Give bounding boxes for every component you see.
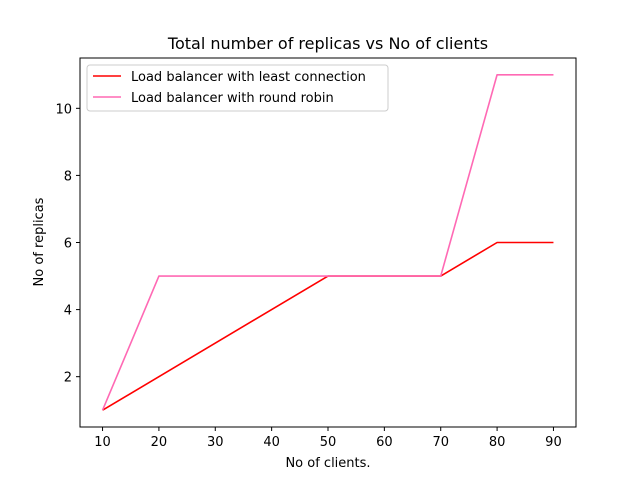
y-axis-ticks: 2 4 6 8 10 xyxy=(55,102,80,386)
x-tick-label: 40 xyxy=(263,435,280,450)
y-axis-label: No of replicas xyxy=(32,197,47,286)
series-line-round-robin xyxy=(101,73,554,411)
x-tick-label: 50 xyxy=(320,435,337,450)
x-tick-label: 80 xyxy=(489,435,506,450)
x-tick-label: 30 xyxy=(207,435,224,450)
chart-title: Total number of replicas vs No of client… xyxy=(167,34,488,53)
y-tick-label: 6 xyxy=(64,237,72,252)
x-tick-label: 20 xyxy=(151,435,168,450)
y-tick-label: 10 xyxy=(55,102,72,117)
plot-area xyxy=(80,58,576,427)
legend-box xyxy=(86,64,389,112)
y-tick-label: 8 xyxy=(64,169,72,184)
y-tick-label: 2 xyxy=(64,371,72,386)
x-tick-label: 60 xyxy=(376,435,393,450)
x-tick-label: 90 xyxy=(545,435,562,450)
x-tick-label: 10 xyxy=(94,435,111,450)
x-axis-label: No of clients. xyxy=(285,456,370,471)
legend-label-round-robin: Load balancer with round robin xyxy=(131,91,334,106)
legend-label-least-connection: Load balancer with least connection xyxy=(131,70,366,85)
legend: Load balancer with least connection Load… xyxy=(86,64,389,112)
x-axis-ticks: 10 20 30 40 50 60 70 80 90 xyxy=(94,427,562,450)
y-tick-label: 4 xyxy=(64,304,72,319)
series-layer xyxy=(101,73,554,411)
x-tick-label: 70 xyxy=(432,435,449,450)
